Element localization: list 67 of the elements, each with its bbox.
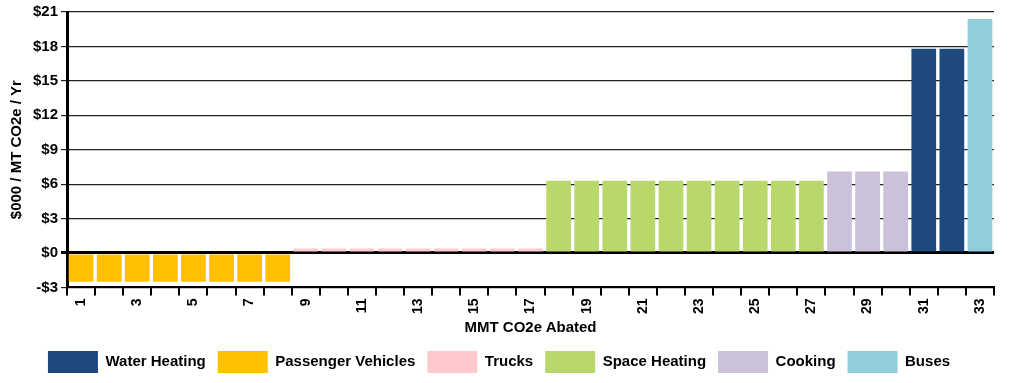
bar	[433, 248, 459, 252]
bar	[349, 248, 375, 252]
y-tick-label: $18	[33, 36, 59, 54]
x-tick-label: 23	[689, 298, 706, 315]
legend-label: Trucks	[484, 352, 534, 370]
bar	[630, 180, 656, 252]
bar	[265, 254, 291, 282]
y-tick-label: $21	[33, 2, 59, 20]
bar	[377, 248, 403, 252]
bar	[124, 254, 150, 282]
y-tick-label: $9	[41, 139, 59, 157]
y-tick-label: $15	[33, 71, 59, 88]
x-tick-label: 15	[465, 298, 482, 315]
bar	[827, 171, 852, 252]
legend-label: Buses	[905, 352, 951, 370]
x-tick-label: 5	[184, 298, 201, 307]
x-tick-label: 1	[71, 298, 88, 307]
bar	[237, 254, 262, 282]
x-tick-label: 3	[128, 298, 145, 307]
bar	[602, 180, 628, 252]
x-tick-label: 11	[352, 298, 369, 314]
bar	[742, 180, 768, 252]
bar	[490, 248, 515, 252]
x-tick-label: 9	[296, 298, 313, 307]
bar	[405, 248, 431, 252]
bar	[518, 248, 543, 252]
bar	[209, 254, 234, 282]
x-tick-label: 25	[746, 298, 763, 315]
x-tick-label: 29	[858, 298, 875, 315]
bar	[883, 171, 909, 252]
bar	[911, 48, 937, 252]
y-tick-label: $3	[41, 208, 59, 226]
bar	[152, 254, 178, 282]
bar	[799, 180, 824, 252]
bar	[293, 248, 319, 252]
bar	[939, 48, 965, 252]
y-tick-label: $0	[41, 243, 59, 261]
x-tick-label: 17	[521, 298, 538, 315]
x-tick-label: 21	[633, 298, 650, 315]
bar	[855, 171, 880, 252]
bar	[658, 180, 684, 252]
bar	[96, 254, 122, 282]
bar	[461, 248, 487, 252]
bar	[546, 180, 571, 252]
legend-label: Cooking	[775, 352, 836, 370]
x-tick-label: 7	[240, 298, 257, 307]
legend-label: Space Heating	[602, 352, 707, 370]
bar	[770, 180, 796, 252]
y-tick-label: $6	[41, 174, 59, 192]
bar	[686, 180, 712, 252]
x-tick-label: 13	[409, 298, 426, 315]
y-tick-label: $12	[33, 105, 59, 123]
x-tick-label: 19	[577, 298, 594, 315]
x-tick-label: 27	[802, 298, 819, 315]
bar	[321, 248, 347, 252]
bar	[181, 254, 206, 282]
legend-label: Passenger Vehicles	[275, 352, 416, 370]
x-tick-label: 33	[970, 298, 987, 315]
bar	[714, 180, 740, 252]
y-axis-title: $000 / MT CO2e / Yr	[7, 80, 25, 220]
y-tick-label: -$3	[36, 277, 59, 295]
bar	[574, 180, 600, 252]
legend-label: Water Heating	[105, 352, 206, 370]
bar	[967, 18, 993, 252]
x-tick-label: 31	[914, 298, 931, 315]
x-axis-title: MMT CO2e Abated	[464, 318, 597, 336]
bar	[68, 254, 94, 282]
